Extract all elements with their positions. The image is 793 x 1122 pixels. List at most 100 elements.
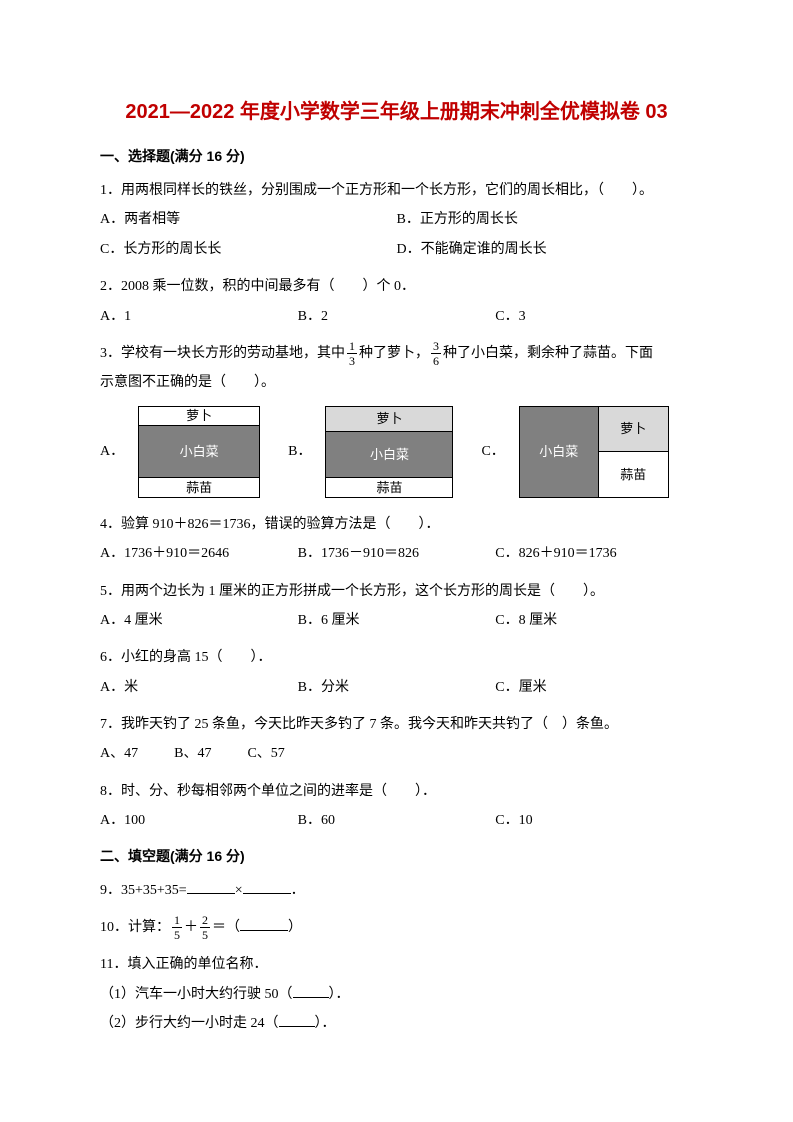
question-3: 3．学校有一块长方形的劳动基地，其中13种了萝卜，36种了小白菜，剩余种了蒜苗。… xyxy=(100,339,693,498)
q8-options: A．100 B．60 C．10 xyxy=(100,806,693,835)
q10-frac-2: 25 xyxy=(200,914,210,941)
q3-f2-den: 6 xyxy=(431,354,441,367)
question-7: 7．我昨天钓了 25 条鱼，今天比昨天多钓了 7 条。我今天和昨天共钓了（ ）条… xyxy=(100,710,693,769)
q4-opt-b: B．1736－910＝826 xyxy=(298,539,496,568)
diagram-cell: 小白菜 xyxy=(325,432,453,478)
section-2-heading: 二、填空题(满分 16 分) xyxy=(100,846,693,866)
q8-opt-b: B．60 xyxy=(298,806,496,835)
q1-options-row1: A．两者相等 B．正方形的周长长 xyxy=(100,205,693,234)
q4-text: 4．验算 910＋826＝1736，错误的验算方法是（ ）． xyxy=(100,510,693,539)
q11-b: （2）步行大约一小时走 24（ xyxy=(100,1016,279,1031)
q1-opt-a: A．两者相等 xyxy=(100,205,397,234)
q4-opt-c: C．826＋910＝1736 xyxy=(495,539,693,568)
q3-line2: 示意图不正确的是（ ）。 xyxy=(100,368,693,397)
question-8: 8．时、分、秒每相邻两个单位之间的进率是（ ）． A．100 B．60 C．10 xyxy=(100,777,693,836)
q3-frac-2: 36 xyxy=(431,340,441,367)
diagram-cell: 萝卜 xyxy=(138,406,260,426)
exam-page: 2021—2022 年度小学数学三年级上册期末冲刺全优模拟卷 03 一、选择题(… xyxy=(0,0,793,1122)
q1-opt-b: B．正方形的周长长 xyxy=(397,205,694,234)
diagram-cell: 蒜苗 xyxy=(325,478,453,498)
q11-sub-2: （2）步行大约一小时走 24（ ）． xyxy=(100,1009,693,1038)
times-icon: × xyxy=(235,883,243,898)
q1-text: 1．用两根同样长的铁丝，分别围成一个正方形和一个长方形，它们的周长相比，（ ）。 xyxy=(100,176,693,205)
q10-f2-den: 5 xyxy=(200,928,210,941)
diagram-cell: 小白菜 xyxy=(519,406,599,498)
diagram-b: 萝卜小白菜蒜苗 xyxy=(325,406,453,498)
q5-opt-c: C．8 厘米 xyxy=(495,606,693,635)
q11-sub-1: （1）汽车一小时大约行驶 50（ ）． xyxy=(100,980,693,1009)
q7-opt-a: A、47 xyxy=(100,739,138,768)
q10-f1-num: 1 xyxy=(172,914,182,928)
q10-f1-den: 5 xyxy=(172,928,182,941)
question-5: 5．用两个边长为 1 厘米的正方形拼成一个长方形，这个长方形的周长是（ ）。 A… xyxy=(100,577,693,636)
question-10: 10．计算：15＋25＝（） xyxy=(100,913,693,942)
q10-eq: ＝（ xyxy=(212,920,240,935)
diagram-cell: 蒜苗 xyxy=(599,452,669,498)
q3-opt-a-label: A． xyxy=(100,437,124,466)
q8-text: 8．时、分、秒每相邻两个单位之间的进率是（ ）． xyxy=(100,777,693,806)
q5-options: A．4 厘米 B．6 厘米 C．8 厘米 xyxy=(100,606,693,635)
q3-opt-c-label: C． xyxy=(481,437,504,466)
q9-blank-1 xyxy=(187,879,235,894)
diagram-cell: 萝卜 xyxy=(325,406,453,432)
q3-f1-num: 1 xyxy=(347,340,357,354)
q6-opt-c: C．厘米 xyxy=(495,673,693,702)
q11-blank-2 xyxy=(279,1012,315,1027)
q1-opt-c: C．长方形的周长长 xyxy=(100,235,397,264)
q6-text: 6．小红的身高 15（ ）． xyxy=(100,643,693,672)
q11-blank-1 xyxy=(293,983,329,998)
diagram-cell: 萝卜 xyxy=(599,406,669,452)
q7-text: 7．我昨天钓了 25 条鱼，今天比昨天多钓了 7 条。我今天和昨天共钓了（ ）条… xyxy=(100,710,693,739)
q6-opt-b: B．分米 xyxy=(298,673,496,702)
question-2: 2．2008 乘一位数，积的中间最多有（ ）个 0． A．1 B．2 C．3 xyxy=(100,272,693,331)
diagram-cell: 小白菜 xyxy=(138,426,260,478)
question-4: 4．验算 910＋826＝1736，错误的验算方法是（ ）． A．1736＋91… xyxy=(100,510,693,569)
q7-opt-c: C、57 xyxy=(247,739,284,768)
section-1-heading: 一、选择题(满分 16 分) xyxy=(100,146,693,166)
q5-opt-a: A．4 厘米 xyxy=(100,606,298,635)
diagram-cell: 蒜苗 xyxy=(138,478,260,498)
q10-blank xyxy=(240,916,288,931)
q7-options: A、47 B、47 C、57 xyxy=(100,739,693,768)
q4-opt-a: A．1736＋910＝2646 xyxy=(100,539,298,568)
question-11: 11．填入正确的单位名称． （1）汽车一小时大约行驶 50（）． （2）步行大约… xyxy=(100,950,693,1038)
q10-frac-1: 15 xyxy=(172,914,182,941)
q3-frac-1: 13 xyxy=(347,340,357,367)
q3-mid2: 种了小白菜，剩余种了蒜苗。下面 xyxy=(443,346,653,361)
q3-mid1: 种了萝卜， xyxy=(359,346,429,361)
q11-aend: ）． xyxy=(329,987,350,1002)
q1-opt-d: D．不能确定谁的周长长 xyxy=(397,235,694,264)
question-1: 1．用两根同样长的铁丝，分别围成一个正方形和一个长方形，它们的周长相比，（ ）。… xyxy=(100,176,693,264)
q11-a: （1）汽车一小时大约行驶 50（ xyxy=(100,987,293,1002)
question-6: 6．小红的身高 15（ ）． A．米 B．分米 C．厘米 xyxy=(100,643,693,702)
q10-plus: ＋ xyxy=(184,920,198,935)
q2-text: 2．2008 乘一位数，积的中间最多有（ ）个 0． xyxy=(100,272,693,301)
diagram-a: 萝卜小白菜蒜苗 xyxy=(138,406,260,498)
q9-blank-2 xyxy=(243,879,291,894)
q9-text: 9．35+35+35= xyxy=(100,883,187,898)
q10-pre: 10．计算： xyxy=(100,920,170,935)
q9-tail: ． xyxy=(291,883,305,898)
q2-options: A．1 B．2 C．3 xyxy=(100,302,693,331)
q3-f2-num: 3 xyxy=(431,340,441,354)
q2-opt-c: C．3 xyxy=(495,302,693,331)
q2-opt-a: A．1 xyxy=(100,302,298,331)
q2-opt-b: B．2 xyxy=(298,302,496,331)
q10-close: ） xyxy=(288,920,302,935)
q7-opt-b: B、47 xyxy=(174,739,211,768)
q5-opt-b: B．6 厘米 xyxy=(298,606,496,635)
q4-options: A．1736＋910＝2646 B．1736－910＝826 C．826＋910… xyxy=(100,539,693,568)
q1-options-row2: C．长方形的周长长 D．不能确定谁的周长长 xyxy=(100,235,693,264)
diagram-c: 小白菜萝卜蒜苗 xyxy=(519,406,669,498)
q3-diagrams: A． 萝卜小白菜蒜苗 B． 萝卜小白菜蒜苗 C． 小白菜萝卜蒜苗 xyxy=(100,406,693,498)
q8-opt-c: C．10 xyxy=(495,806,693,835)
q3-opt-b-label: B． xyxy=(288,437,311,466)
q3-f1-den: 3 xyxy=(347,354,357,367)
q5-text: 5．用两个边长为 1 厘米的正方形拼成一个长方形，这个长方形的周长是（ ）。 xyxy=(100,577,693,606)
q3-line1: 3．学校有一块长方形的劳动基地，其中13种了萝卜，36种了小白菜，剩余种了蒜苗。… xyxy=(100,339,693,368)
q6-options: A．米 B．分米 C．厘米 xyxy=(100,673,693,702)
q10-f2-num: 2 xyxy=(200,914,210,928)
q11-bend: ）． xyxy=(315,1016,336,1031)
q6-opt-a: A．米 xyxy=(100,673,298,702)
page-title: 2021—2022 年度小学数学三年级上册期末冲刺全优模拟卷 03 xyxy=(100,95,693,124)
